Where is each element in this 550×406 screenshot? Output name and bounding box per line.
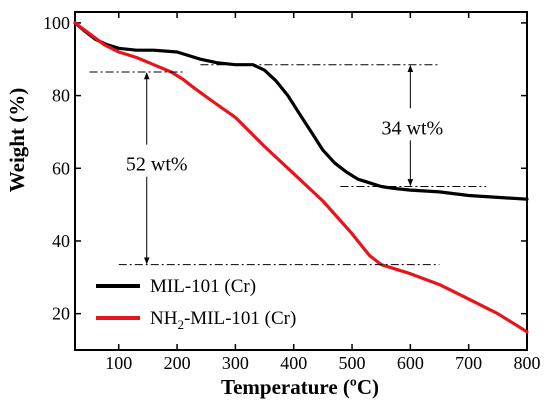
x-tick-label: 200 [164, 353, 191, 373]
y-tick-label: 60 [52, 158, 70, 178]
x-tick-label: 300 [222, 353, 249, 373]
y-tick-label: 80 [52, 86, 70, 106]
x-axis-title: Temperature (ºC) [221, 375, 379, 399]
annotations [89, 64, 487, 266]
series-lines [73, 21, 529, 334]
x-tick-label: 500 [339, 353, 366, 373]
series-line-nh2-mil101 [73, 21, 529, 334]
y-tick-label: 100 [43, 13, 70, 33]
annotation-34-wt: 34 wt% [382, 117, 444, 139]
x-tick-label: 800 [514, 353, 541, 373]
legend-label-sub: 2 [177, 317, 184, 332]
x-tick-label: 600 [397, 353, 424, 373]
x-tick-label: 400 [280, 353, 307, 373]
legend-label-mil101: MIL-101 (Cr) [150, 276, 256, 297]
plot-frame [74, 11, 528, 351]
x-tick-label: 700 [455, 353, 482, 373]
legend: MIL-101 (Cr) NH2-MIL-101 (Cr) [96, 276, 296, 332]
y-axis-title: Weight (%) [5, 88, 29, 192]
legend-label-nh2-mil101: NH2-MIL-101 (Cr) [150, 308, 296, 332]
axis-ticks: 100 200 300 400 500 600 700 800 20 40 60 80 100 [43, 12, 541, 373]
annotation-52-wt: 52 wt% [126, 154, 188, 176]
series-line-mil101 [73, 21, 529, 201]
legend-label-post: -MIL-101 (Cr) [184, 308, 296, 329]
x-tick-label: 100 [105, 353, 132, 373]
plot-area [74, 11, 528, 351]
y-tick-label: 40 [52, 231, 70, 251]
y-tick-label: 20 [52, 304, 70, 324]
legend-label-pre: NH [150, 308, 178, 329]
